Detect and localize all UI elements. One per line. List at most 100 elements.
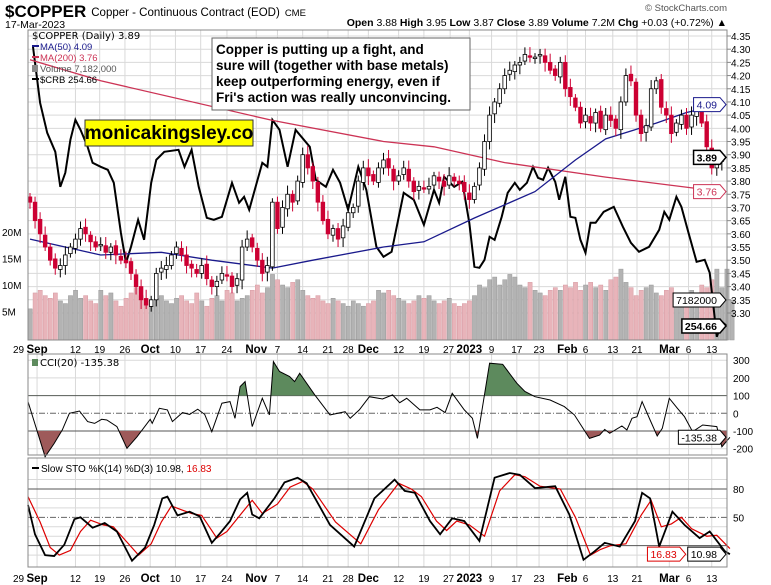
date-tick-label: 12 (70, 574, 82, 585)
candle-up (643, 125, 649, 133)
candle-up (330, 228, 336, 236)
date-tick-label: 21 (631, 574, 643, 585)
volume-bar (113, 300, 119, 341)
candle-up (431, 175, 437, 186)
candle-down (315, 182, 321, 203)
candle-down (441, 180, 447, 187)
close-label: Close (497, 17, 526, 29)
volume-bar (123, 298, 129, 341)
ma200-value-tag-box (693, 184, 727, 200)
volume-bar (441, 300, 447, 341)
price-tick-label: 3.85 (731, 164, 751, 175)
price-tick-label: 3.75 (731, 190, 751, 201)
volume-label: Volume (552, 17, 589, 29)
date-tick-label: 19 (94, 345, 106, 356)
volume-bar (653, 292, 659, 341)
date-tick-label: 2023 (457, 573, 483, 585)
date-tick-label: 7 (275, 345, 281, 356)
date-tick-label: 14 (297, 574, 309, 585)
volume-bar (497, 284, 503, 341)
candle-up (244, 238, 250, 248)
sto-panel-frame (27, 457, 728, 568)
candle-down (371, 174, 376, 182)
sto-k-value: 10.98, (156, 464, 184, 475)
price-tick-label: 4.05 (731, 111, 751, 122)
volume-bar (320, 300, 326, 341)
candle-up (583, 114, 588, 123)
candle-up (265, 265, 270, 273)
candle-down (669, 114, 674, 135)
candle-up (280, 207, 285, 228)
cci-legend: CCI(20) -135.38 (40, 358, 119, 369)
date-tick-label: 7 (275, 574, 281, 585)
candle-up (558, 61, 563, 78)
volume-bar (446, 298, 452, 341)
volume-bar (83, 295, 89, 341)
volume-bar (436, 303, 442, 341)
volume-bar (391, 295, 397, 341)
candle-up (68, 246, 73, 255)
cci-tick-label: 300 (733, 356, 750, 367)
volume-bar (290, 282, 296, 341)
candle-down (588, 116, 593, 124)
volume-bar (547, 290, 553, 341)
candle-down (138, 286, 144, 301)
value-tags: 4.09 3.89 3.76 7182000 254.66 -135.38 10.98 16.… (646, 97, 727, 562)
candle-down (467, 192, 472, 200)
price-tick-label: 3.80 (731, 177, 751, 188)
candle-up (674, 122, 679, 133)
price-tick-label: 4.30 (731, 45, 751, 56)
sto-title: Slow STO %K(14) %D(3) (41, 464, 153, 475)
date-tick-label: 19 (418, 574, 430, 585)
cci-panel: 300 200 100 0 -100 -200 (27, 356, 753, 458)
volume-bar (37, 290, 43, 341)
sto-k-value-tag: 10.98 (691, 549, 717, 561)
volume-bar (345, 305, 351, 341)
candle-down (547, 61, 553, 71)
volume-bar (527, 282, 533, 341)
candle-up (603, 114, 608, 131)
volume-bar (603, 290, 609, 341)
date-tick-label: Sep (27, 573, 48, 585)
volume-bar (573, 282, 578, 341)
price-tick-label: 4.15 (731, 85, 751, 96)
candle-up (492, 101, 497, 115)
price-tick-label: 4.00 (731, 124, 751, 135)
candle-down (457, 180, 462, 185)
candle-down (93, 241, 98, 248)
volume-bar (608, 279, 614, 341)
logo-text: monicakingsley.co (85, 123, 254, 144)
candle-up (512, 64, 517, 73)
open-value: 3.88 (376, 17, 397, 29)
volume-bar (330, 298, 336, 341)
date-tick-label: 12 (393, 574, 405, 585)
cci-line (27, 360, 731, 458)
volume-bar (88, 300, 94, 341)
volume-bar (325, 303, 331, 341)
date-tick-label: Feb (557, 344, 577, 356)
candle-up (537, 54, 543, 57)
sto-legend: Slow STO %K(14) %D(3) 10.98, 16.83 (41, 464, 212, 475)
volume-bar (169, 303, 174, 341)
candle-down (260, 259, 265, 274)
volume-bar (280, 284, 285, 341)
volume-tick-label: 20M (2, 228, 21, 239)
date-tick-label: 13 (706, 574, 718, 585)
candle-down (224, 274, 230, 277)
date-tick-label: 21 (631, 345, 643, 356)
volume-bar (406, 303, 412, 341)
date-tick-label: 27 (443, 574, 455, 585)
sto-k-value-tag-box (687, 546, 727, 562)
instrument-name: Copper - Continuous Contract (EOD) (91, 7, 280, 19)
candle-up (78, 228, 83, 240)
volume-bar (659, 295, 664, 341)
annotation-line-1: Copper is putting up a fight, and (216, 42, 424, 57)
date-tick-label: 12 (393, 345, 405, 356)
date-tick-label: 19 (418, 345, 430, 356)
volume-bar (648, 284, 654, 341)
axis-labels: 2929SepSep121219192626OctOct101017172424… (2, 32, 751, 585)
date-tick-label: 14 (297, 345, 309, 356)
candle-down (189, 263, 194, 269)
volume-bar (244, 295, 250, 341)
